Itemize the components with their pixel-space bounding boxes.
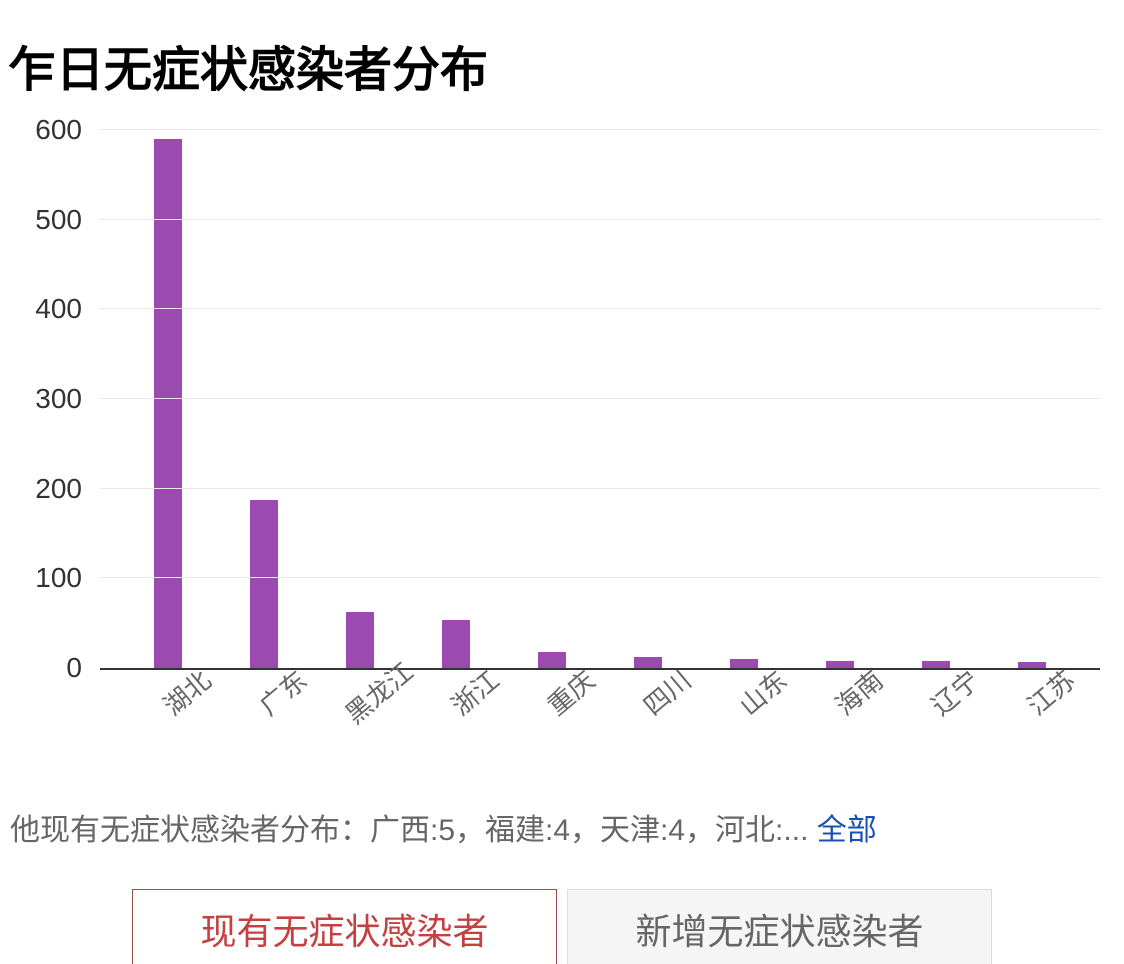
y-tick-label: 500: [35, 204, 82, 236]
tab-new-asymptomatic[interactable]: 新增无症状感染者: [567, 889, 992, 964]
bars-container: [100, 130, 1100, 668]
y-tick-label: 100: [35, 562, 82, 594]
page-title: 乍日无症状感染者分布: [0, 0, 1124, 110]
y-tick-label: 200: [35, 473, 82, 505]
gridline: [100, 219, 1100, 220]
bar-wrap: [120, 130, 216, 668]
y-tick-label: 400: [35, 293, 82, 325]
bar-wrap: [792, 130, 888, 668]
bar-wrap: [600, 130, 696, 668]
bar-chart: 0100200300400500600 湖北广东黑龙江浙江重庆四川山东海南辽宁江…: [10, 120, 1100, 710]
bar-wrap: [312, 130, 408, 668]
page-container: 乍日无症状感染者分布 0 100 200 300 400 500 600 湖北广东黑龙江浙江…: [0, 0, 1124, 964]
gridline: [100, 398, 1100, 399]
x-axis-labels: 湖北广东黑龙江浙江重庆四川山东海南辽宁江苏: [100, 670, 1100, 715]
plot-area: [100, 130, 1100, 670]
other-distribution-text: 他现有无症状感染者分布：广西:5，福建:4，天津:4，河北:... 全部: [0, 805, 1124, 849]
gridline: [100, 308, 1100, 309]
bar-wrap: [888, 130, 984, 668]
bar-wrap: [984, 130, 1080, 668]
bar-wrap: [504, 130, 600, 668]
y-tick-label: 0: [66, 652, 82, 684]
gridline: [100, 577, 1100, 578]
gridline: [100, 129, 1100, 130]
footer-prefix: 他现有无症状感染者分布：广西:5，福建:4，天津:4，河北:...: [10, 814, 817, 847]
bar-wrap: [696, 130, 792, 668]
tab-bar: 现有无症状感染者 新增无症状感染者: [0, 889, 1124, 964]
bar-wrap: [216, 130, 312, 668]
y-tick-label: 600: [35, 114, 82, 146]
gridline: [100, 488, 1100, 489]
tab-existing-asymptomatic[interactable]: 现有无症状感染者: [132, 889, 557, 964]
y-tick-label: 300: [35, 383, 82, 415]
bar[interactable]: [250, 500, 278, 668]
show-all-link[interactable]: 全部: [817, 814, 877, 847]
bar[interactable]: [346, 612, 374, 668]
y-axis: 0100200300400500600: [10, 120, 90, 670]
bar-wrap: [408, 130, 504, 668]
